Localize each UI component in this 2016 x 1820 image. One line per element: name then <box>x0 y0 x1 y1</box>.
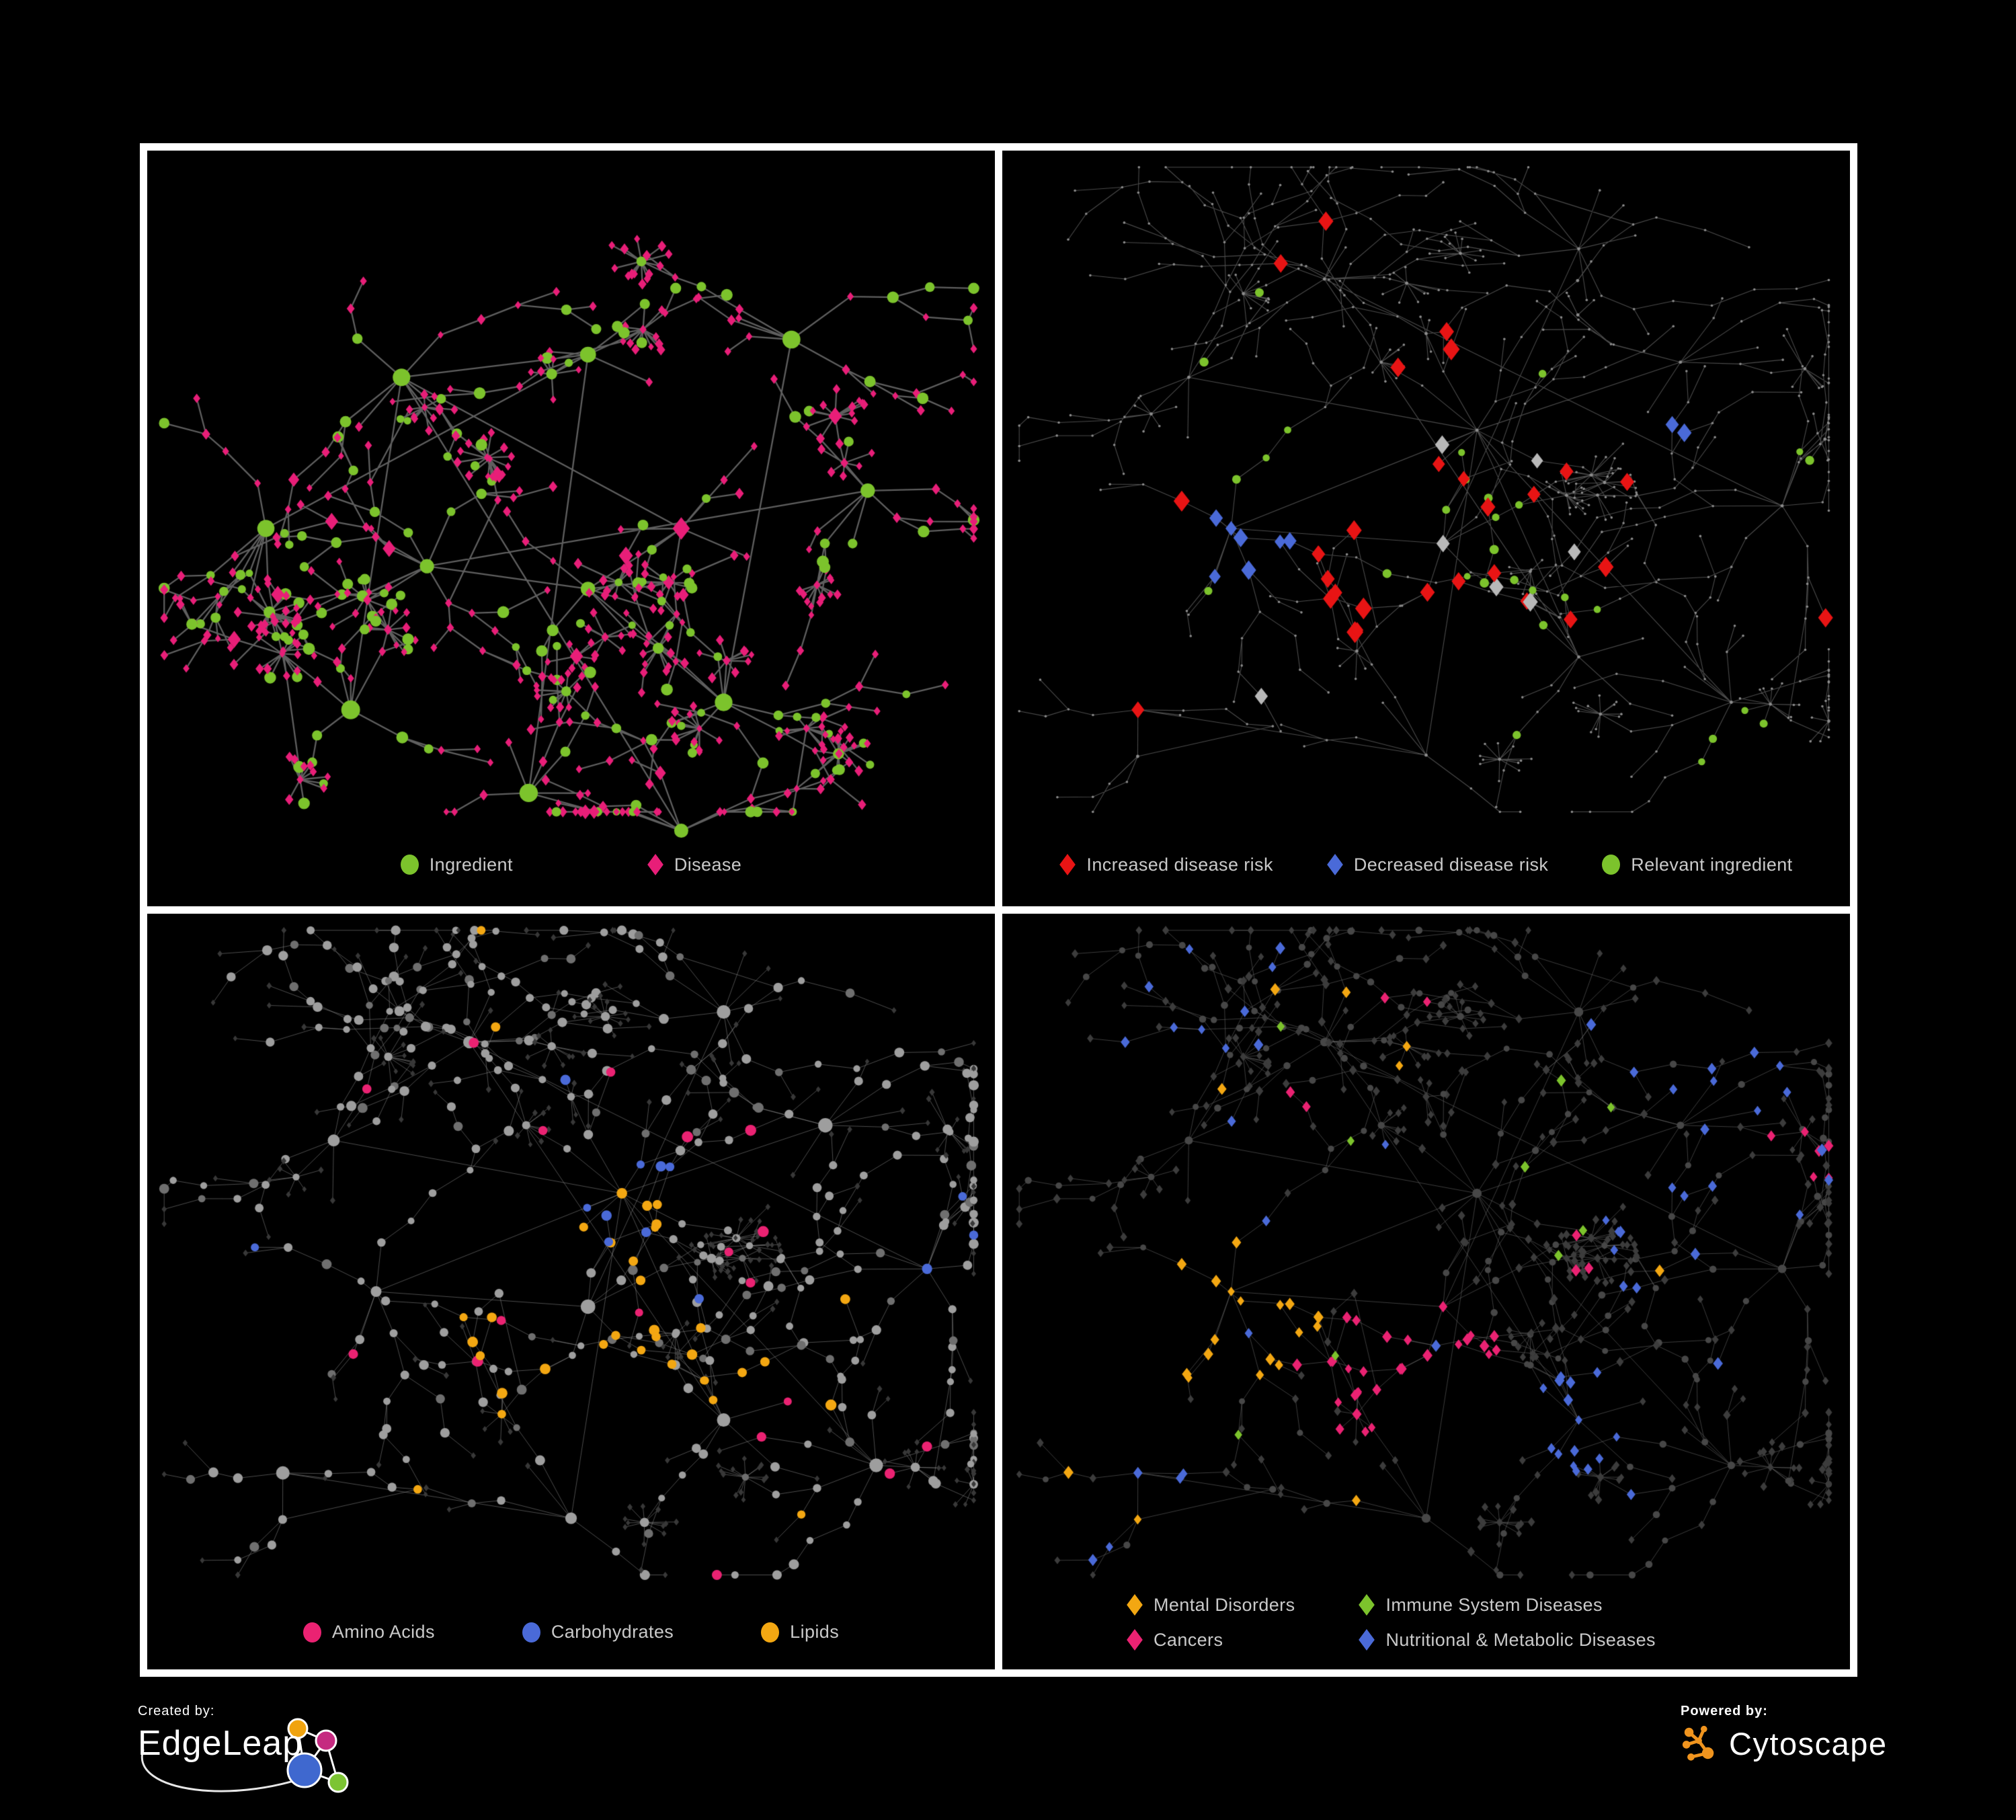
disease-diamond-icon <box>647 854 663 875</box>
immune-system-diseases-diamond-icon <box>1359 1594 1375 1616</box>
ingredient-circle-icon <box>400 855 419 875</box>
legend-label: Mental Disorders <box>1154 1594 1295 1615</box>
created-by-block: Created by: EdgeLeap <box>138 1704 349 1793</box>
legend-label: Lipids <box>790 1622 840 1642</box>
figure-grid: Ingredient Disease Increased disease ris… <box>140 143 1857 1677</box>
legend-label: Nutritional & Metabolic Diseases <box>1385 1629 1656 1650</box>
increased-risk-diamond-icon <box>1059 854 1076 875</box>
legend-item-cancers: Cancers <box>1127 1629 1295 1651</box>
legend-label: Cancers <box>1154 1629 1223 1650</box>
legend-disease-categories: Mental Disorders Immune System Diseases … <box>1127 1594 1656 1651</box>
cytoscape-brand-row: Cytoscape <box>1681 1723 1888 1764</box>
legend-label: Carbohydrates <box>551 1622 674 1642</box>
ingredient-disease-network-canvas <box>147 151 995 906</box>
decreased-risk-diamond-icon <box>1327 854 1343 875</box>
legend-item-nutritional-metabolic-diseases: Nutritional & Metabolic Diseases <box>1359 1629 1656 1651</box>
carbohydrates-circle-icon <box>522 1622 540 1643</box>
legend-ingredient-disease: Ingredient Disease <box>147 854 995 875</box>
panel-ingredient-disease: Ingredient Disease <box>147 151 995 906</box>
disease-categories-network-canvas <box>1002 914 1850 1669</box>
legend-item-immune-system-diseases: Immune System Diseases <box>1359 1594 1655 1616</box>
legend-label: Decreased disease risk <box>1353 854 1549 875</box>
legend-macronutrients: Amino Acids Carbohydrates Lipids <box>147 1622 995 1643</box>
panel-disease-risk: Increased disease risk Decreased disease… <box>1002 151 1850 906</box>
lipids-circle-icon <box>761 1622 780 1643</box>
legend-disease-risk: Increased disease risk Decreased disease… <box>1002 854 1850 875</box>
cancers-diamond-icon <box>1127 1629 1143 1651</box>
legend-item-decreased-risk: Decreased disease risk <box>1327 854 1548 875</box>
edgeleap-brand-row: EdgeLeap <box>138 1718 349 1793</box>
panel-disease-categories: Mental Disorders Immune System Diseases … <box>1002 914 1850 1669</box>
legend-item-increased-risk: Increased disease risk <box>1059 854 1273 875</box>
powered-by-block: Powered by: Cytoscape <box>1681 1704 1888 1764</box>
legend-item-mental-disorders: Mental Disorders <box>1127 1594 1295 1616</box>
cytoscape-brand-name: Cytoscape <box>1729 1725 1888 1762</box>
nutritional-metabolic-diseases-diamond-icon <box>1359 1629 1375 1651</box>
legend-item-amino-acids: Amino Acids <box>303 1622 435 1643</box>
legend-label: Increased disease risk <box>1086 854 1273 875</box>
created-by-label: Created by: <box>138 1704 215 1718</box>
cytoscape-logo-icon <box>1682 1725 1714 1761</box>
macronutrients-network-canvas <box>147 914 995 1669</box>
powered-by-label: Powered by: <box>1681 1704 1768 1718</box>
edgeleap-brand-name: EdgeLeap <box>138 1724 303 1763</box>
panel-macronutrients: Amino Acids Carbohydrates Lipids <box>147 914 995 1669</box>
legend-label: Ingredient <box>429 854 513 875</box>
legend-item-relevant-ingredient: Relevant ingredient <box>1602 855 1792 875</box>
legend-item-disease: Disease <box>647 854 741 875</box>
legend-label: Amino Acids <box>331 1622 435 1642</box>
mental-disorders-diamond-icon <box>1127 1594 1143 1616</box>
legend-label: Immune System Diseases <box>1385 1594 1603 1615</box>
legend-item-ingredient: Ingredient <box>400 854 513 875</box>
legend-label: Disease <box>674 854 742 875</box>
legend-item-lipids: Lipids <box>761 1622 839 1643</box>
relevant-ingredient-circle-icon <box>1602 855 1621 875</box>
disease-risk-network-canvas <box>1002 151 1850 906</box>
amino-acids-circle-icon <box>303 1622 321 1643</box>
legend-label: Relevant ingredient <box>1631 854 1793 875</box>
legend-item-carbohydrates: Carbohydrates <box>522 1622 674 1643</box>
